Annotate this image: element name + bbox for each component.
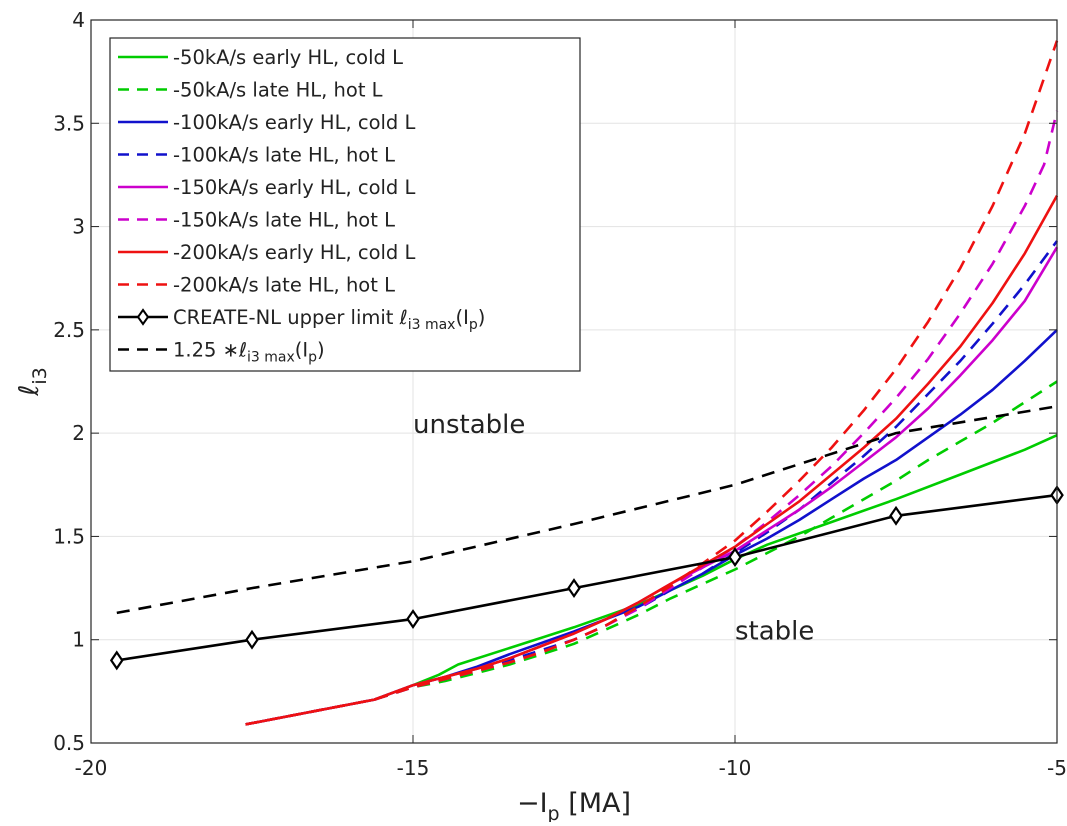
series-point-create [109, 650, 124, 671]
x-tick-label: -15 [397, 756, 430, 780]
legend-label-scaled: 1.25 ∗ℓi3 max​(Ip​) [173, 339, 325, 366]
y-tick-label: 1 [72, 628, 85, 652]
legend-label-s50e: -50kA/s early HL, cold L [173, 46, 403, 69]
x-axis-label: −Ip​ [MA] [517, 788, 631, 822]
annotation-unstable: unstable [413, 410, 525, 440]
axes-box [90, 19, 1058, 744]
tick-labels: -20 -15 -10 -5 0.5 1 1.5 2 2.5 3 3.5 4 [53, 8, 1067, 780]
annotations: unstable stable [413, 410, 814, 647]
y-tick-label: 3.5 [53, 111, 85, 135]
y-tick-label: 2.5 [53, 318, 85, 342]
axis-labels: −Ip​ [MA] ℓi3​ [14, 367, 631, 825]
series-point-create [567, 578, 581, 599]
x-tick-label: -5 [1047, 756, 1067, 780]
series-line-s50l [245, 380, 1058, 726]
legend-label-s150l: -150kA/s late HL, hot L [173, 209, 395, 232]
legend-label-s200e: -200kA/s early HL, cold L [173, 241, 416, 264]
legend-label-s100l: -100kA/s late HL, hot L [173, 144, 395, 167]
axes-frame [90, 19, 1058, 744]
legend-label-s150e: -150kA/s early HL, cold L [173, 176, 416, 199]
legend-label-create: CREATE-NL upper limit ℓi3 max​(Ip​) [173, 306, 485, 333]
annotation-stable: stable [735, 617, 814, 647]
series-line-scaled [116, 405, 1058, 615]
legend-marker-create [136, 308, 150, 326]
series-point-create [889, 505, 903, 526]
legend-label-s50l: -50kA/s late HL, hot L [173, 79, 383, 102]
y-axis-label: ℓi3​ [14, 367, 51, 397]
y-tick-label: 3 [72, 215, 85, 239]
legend-box [109, 37, 581, 372]
legend-label-s100e: -100kA/s early HL, cold L [173, 111, 416, 134]
x-tick-label: -20 [75, 756, 108, 780]
series-layer [109, 40, 1064, 726]
series-point-create [245, 629, 259, 650]
x-tick-label: -10 [719, 756, 752, 780]
legend: -50kA/s early HL, cold L -50kA/s late HL,… [109, 37, 581, 372]
y-tick-label: 0.5 [53, 731, 85, 755]
legend-label-s200l: -200kA/s late HL, hot L [173, 274, 395, 297]
y-tick-label: 2 [72, 421, 85, 445]
series-line-s200l [245, 40, 1059, 726]
y-tick-label: 4 [72, 8, 85, 32]
series-point-create [728, 547, 742, 568]
y-tick-label: 1.5 [53, 524, 85, 548]
series-point-create [406, 609, 420, 629]
